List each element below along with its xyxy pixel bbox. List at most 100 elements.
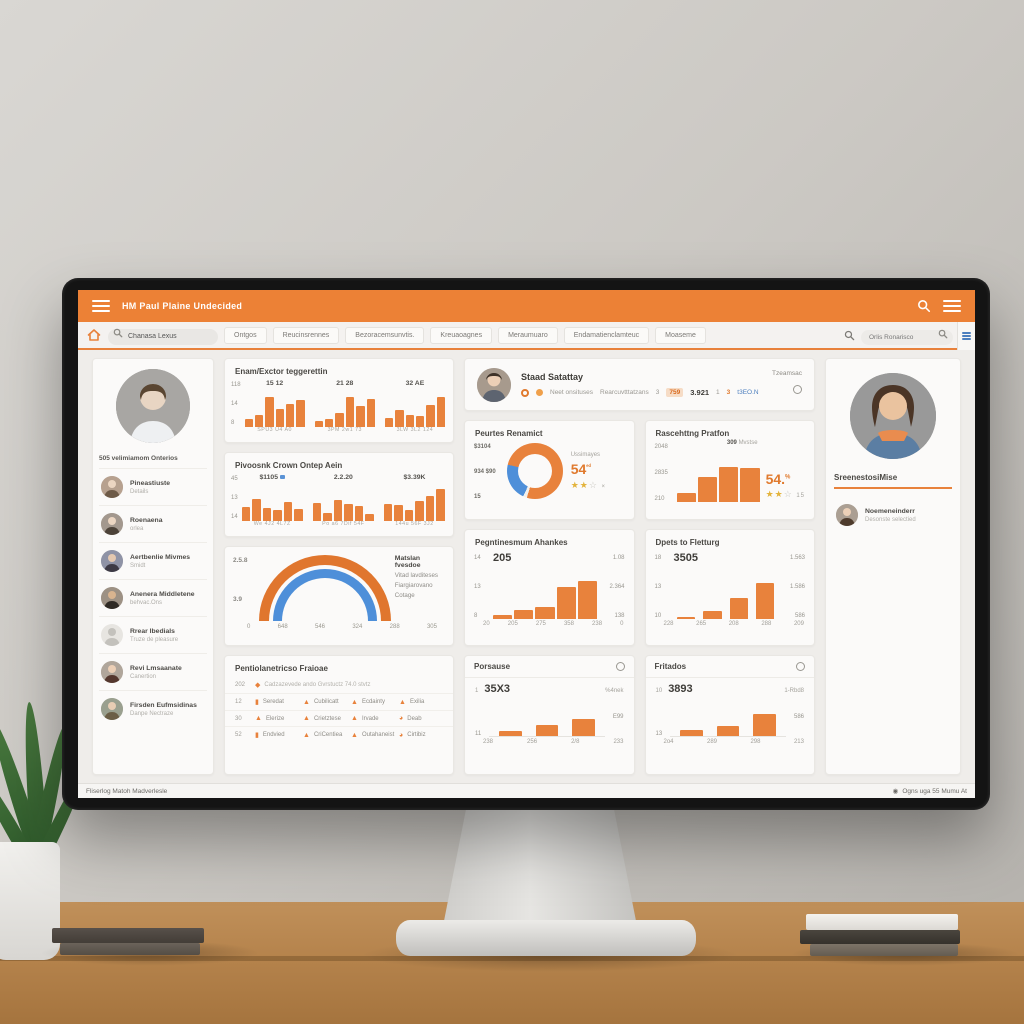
matrix-cell[interactable]: ◕ Cirtibiz [399,731,426,739]
matrix-cell[interactable]: ▲ Elerize [255,715,285,723]
card-title: Fritados [654,662,687,671]
y-axis: 45 13 14 [231,475,238,520]
secondary-search-input[interactable] [861,329,953,345]
pie-icon: ◕ [399,715,404,723]
avatar [101,550,123,572]
nav-tab[interactable]: Meraumuaro [498,326,558,344]
chart-icon: ▲ [351,698,358,706]
search-input[interactable] [108,328,218,345]
matrix-cell[interactable]: ▲ CriCentiea [303,731,343,739]
donut-chart [506,443,563,499]
person-sub: Desonste selectied [865,516,916,523]
nav-tab[interactable]: Ontgos [224,326,267,344]
big-value: 3893 [668,683,693,695]
person-name: Roenaena [130,516,163,524]
person-name: Noemeneinderr [865,507,915,515]
employee-profile-card: Staad Satattay Neet onsituses Rearcuvttt… [464,358,815,411]
card-title: Pivoosnk Crown Ontep Aein [235,460,343,470]
avatar [101,476,123,498]
stat-link[interactable]: t3EO.N [737,389,759,396]
nav-tab[interactable]: Kreuaoagnes [430,326,493,344]
chart-icon: ▲ [399,698,406,706]
bar-icon: ▮ [255,699,259,707]
gauge-axis-labels: 2.5.8 3.9 [233,556,248,603]
nav-tab[interactable]: Endamatienclamteuc [563,326,650,344]
bar-chart-group: 15 12 SPU3 U4 A0 [244,380,305,434]
app-header: HM Paul Plaine Undecided [78,290,975,322]
bar-top-label: 309 Mvstse [726,440,758,446]
avatar [101,698,123,720]
bars [241,483,303,521]
star-rating: ★★☆ × [570,479,606,490]
matrix-header-text: Cadzazevede ando Gvrstuctz 74.0 stvtz [264,682,371,689]
bars [670,695,786,737]
status-right-text: Ogns uga 55 Mumu At [902,787,967,795]
book [810,944,958,956]
team-lead-avatar[interactable] [850,373,936,459]
matrix-row: 30 ▲ Elerize ▲ Crietztese ▲ Irvade ◕ Deab [225,710,453,726]
card-title: Peurtes Renamict [475,429,543,438]
side-panel-toggle[interactable] [957,322,975,350]
person-sub: Smidt [130,562,146,569]
matrix-cell[interactable]: ▲ Crietztese [303,715,341,723]
bars [489,695,605,737]
donut-big-value: 54ᵉᵈ [570,460,591,477]
chart-icon: ▲ [303,698,310,706]
person-list-item[interactable]: Noemeneinderr Desonste selectied [834,497,952,533]
home-icon[interactable] [86,327,102,343]
bars [383,483,445,521]
employee-avatar[interactable] [477,367,511,402]
chart-icon: ▲ [255,715,262,723]
plant-pot [0,842,60,960]
person-list-item[interactable]: Revi Lmsaanate Canertion [99,653,207,690]
hamburger-menu-icon[interactable] [943,300,961,312]
matrix-cell[interactable]: ▲ Ecdainty [351,698,385,706]
hamburger-menu-icon[interactable] [92,300,110,312]
settings-circle-icon[interactable] [793,385,802,394]
bar-chart-group: 21 28 3PM 2w1 73 [314,380,375,434]
bars [676,442,760,502]
avatar [101,587,123,609]
profile-tag: Tzeamsac [772,370,802,377]
chart-icon: ▲ [303,715,310,723]
matrix-cell[interactable]: ▲ Irvade [351,715,379,723]
person-list-item[interactable]: Roenaena orlea [99,505,207,542]
matrix-cell[interactable]: ▮ Seredat [255,699,284,707]
person-list-item[interactable]: Rrear Ibedials Truze de pleasure [99,616,207,653]
person-name: Firsden Eufmsidinas [130,701,197,709]
bar-card-depts: Dpets to Fletturg 3505 18 13 10 1.563 1.586… [644,529,815,646]
avatar [101,513,123,535]
stat-value: 3 [655,389,660,396]
person-list-item[interactable]: Anenera Middletene behvac.Ons [99,579,207,616]
y-axis: 118 14 8 [231,382,241,426]
status-bar: Fliserlog Matoh Madverlesle ◉ Ogns uga 5… [78,783,975,798]
rating-big-value: 54.% [765,471,791,487]
chart-card-revenue: Pivoosnk Crown Ontep Aein 45 13 14 $1105 W… [224,451,454,537]
matrix-cell[interactable]: ▲ Exilia [399,698,425,706]
user-avatar[interactable] [116,369,190,443]
stat-value: 3.921 [690,388,710,397]
placeholder-avatar [101,624,123,646]
cloud-icon[interactable] [796,662,805,671]
notebook [52,928,204,943]
nav-tab[interactable]: Bezoracemsunvtis. [345,326,425,344]
person-list-item[interactable]: Aertbenlie Mivmes Smidt [99,542,207,579]
chart-icon: ▲ [351,731,358,739]
search-icon[interactable] [917,299,931,313]
cloud-icon[interactable] [615,662,625,671]
matrix-cell[interactable]: ◕ Deab [399,715,422,723]
person-name: Rrear Ibedials [130,627,175,635]
nav-tab[interactable]: Moaseme [655,326,706,344]
x-axis: 238 256 2/8 233 [483,739,624,745]
rating-card: Rascehttng Pratfon 2048 2835 210 309 Mvsts… [644,420,815,520]
gauge-legend: Matslan fvesdoe Vitad lavditeses Fiargia… [394,554,439,599]
search-icon[interactable] [844,330,855,341]
person-list-item[interactable]: Pineastiuste Details [99,468,207,505]
profile-label: Rearcuvtttatzans [600,389,649,396]
matrix-cell[interactable]: ▲ Cubilicatt [303,698,339,706]
nav-tab[interactable]: Reucinsrennes [272,326,340,344]
person-list-item[interactable]: Firsden Eufmsidinas Danpe Nectraze [99,690,207,727]
matrix-cell[interactable]: ▲ Outahaneist [351,731,395,739]
sidebar-caption: 505 velimiamom Onterios [99,455,178,462]
matrix-cell[interactable]: ▮ Endvied [255,732,285,740]
